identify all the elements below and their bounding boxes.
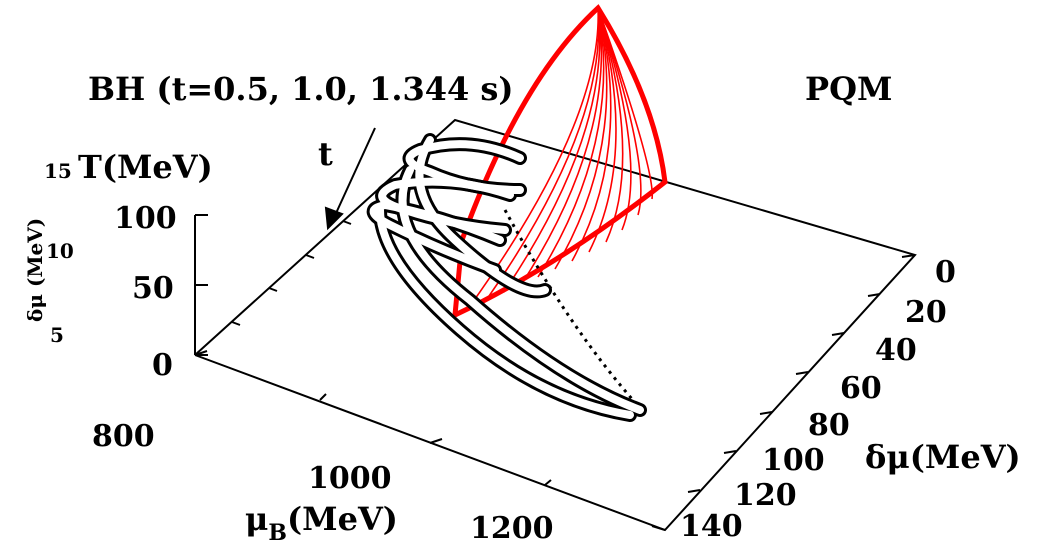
- series-fill-6: [376, 206, 634, 419]
- meridian-8: [588, 7, 617, 253]
- mu-tick-label-1200: 1200: [470, 511, 554, 540]
- meridian-7: [571, 7, 612, 262]
- z-tick-label-100: 100: [114, 201, 177, 236]
- dotted-trajectory: [503, 209, 642, 410]
- trajectory-tubes: [366, 133, 647, 422]
- dmu-tick-label-0: 0: [935, 255, 956, 290]
- meridian-4: [520, 7, 603, 286]
- x-axis-label-main: μ: [245, 500, 268, 538]
- series-fill-4: [415, 136, 549, 296]
- time-arrow: [324, 127, 376, 231]
- meridian-5: [537, 7, 605, 278]
- meridian-2: [486, 7, 600, 300]
- mu-tick-1200: [651, 525, 666, 531]
- colorbar-tick-10: 10: [46, 239, 74, 263]
- z-tick-label-0: 0: [152, 348, 173, 383]
- time-arrow-shaft: [331, 127, 376, 223]
- dmu-axis-ticks: [687, 254, 916, 493]
- dmu-tick-0: [901, 254, 916, 258]
- meridian-3: [503, 7, 601, 293]
- colorbar-tick-15: 15: [44, 159, 72, 183]
- meridian-12: [597, 7, 654, 200]
- arrow-label: t: [318, 135, 333, 173]
- dmu-tick-20: [867, 293, 881, 297]
- x-axis-label-rest: (MeV): [287, 500, 398, 538]
- x-axis-label: μB(MeV): [245, 500, 398, 540]
- meridian-11: [597, 7, 642, 216]
- dmu-tick-label-140: 140: [680, 509, 743, 540]
- colorbar-tick-5: 5: [50, 323, 64, 347]
- mu-tick-back-2: [544, 479, 552, 486]
- x-axis-label-sub: B: [268, 520, 287, 540]
- dmu-tick-40: [831, 332, 845, 336]
- chart-title: PQM: [805, 70, 892, 108]
- dmu-tick-80: [759, 411, 773, 415]
- dmu-tick-label-100: 100: [762, 443, 825, 478]
- time-arrow-head: [324, 206, 344, 231]
- back-tick-2: [268, 287, 278, 292]
- surface-meridians: [469, 7, 654, 307]
- z-tick-label-50: 50: [132, 271, 174, 306]
- meridian-6: [554, 7, 608, 270]
- tube-inner: [369, 136, 644, 419]
- series-fill-5: [398, 166, 644, 414]
- back-tick-3: [305, 254, 315, 259]
- y-axis-label: δμ(MeV): [865, 438, 1021, 476]
- annotation-label: BH (t=0.5, 1.0, 1.344 s): [88, 70, 514, 108]
- dmu-tick-120: [687, 489, 701, 493]
- mu-tick-1000: [429, 438, 443, 444]
- dmu-tick-60: [795, 371, 809, 375]
- dmu-tick-100: [723, 450, 737, 454]
- back-tick-1: [231, 321, 241, 326]
- colorbar-label: δμ (MeV): [23, 218, 47, 322]
- dmu-tick-label-20: 20: [905, 295, 947, 330]
- meridian-1: [469, 7, 599, 307]
- mu-tick-label-1000: 1000: [308, 461, 392, 496]
- back-tick-4: [342, 220, 352, 225]
- dmu-tick-label-40: 40: [875, 333, 917, 368]
- phase-boundary-surface: [452, 4, 668, 320]
- surface-outline: [452, 4, 668, 320]
- z-axis-ticks: [195, 214, 208, 356]
- mu-tick-label-800: 800: [92, 419, 155, 454]
- meridian-10: [597, 7, 632, 231]
- dmu-tick-label-120: 120: [734, 478, 797, 513]
- series-fill-3: [369, 201, 504, 274]
- z-axis-label: T(MeV): [78, 148, 213, 186]
- meridian-9: [597, 7, 624, 243]
- mu-tick-back-1: [319, 393, 327, 401]
- dmu-tick-label-60: 60: [840, 371, 882, 406]
- dmu-tick-label-80: 80: [808, 408, 850, 443]
